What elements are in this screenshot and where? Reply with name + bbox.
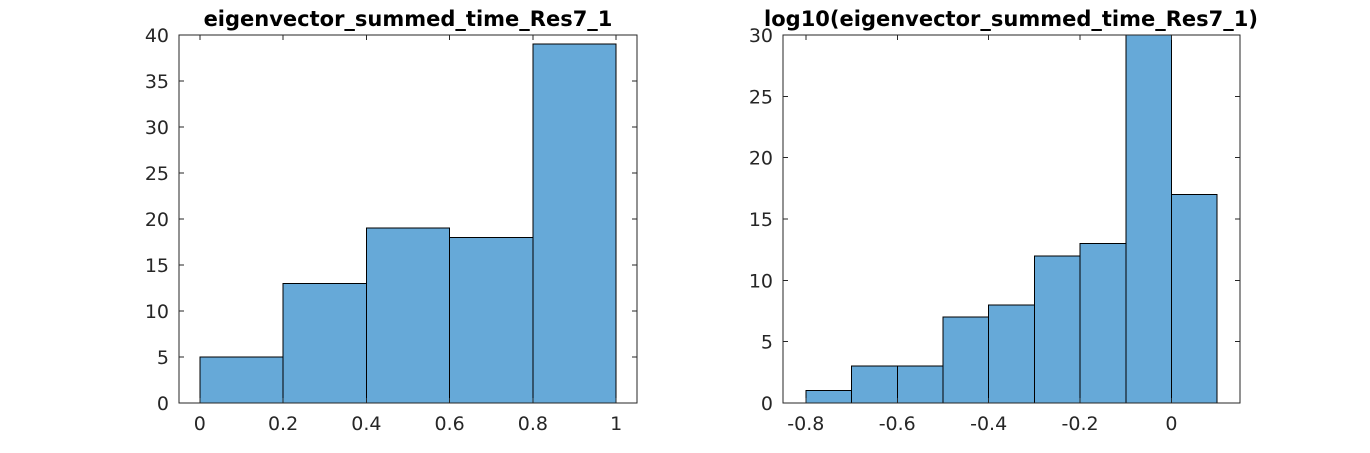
y-tick-label: 15: [749, 209, 773, 231]
histogram-bar: [532, 43, 617, 404]
histogram-bar: [365, 227, 451, 404]
y-tick-label: 20: [145, 209, 169, 231]
x-tick-label: -0.8: [787, 413, 824, 435]
y-tick-label: 40: [145, 25, 169, 47]
x-tick-label: 0: [194, 413, 206, 435]
histogram-bar: [942, 316, 990, 404]
histogram-bar: [1125, 34, 1172, 404]
chart-title: log10(eigenvector_summed_time_Res7_1): [764, 7, 1258, 31]
y-tick-label: 5: [157, 347, 169, 369]
y-tick-label: 35: [145, 71, 169, 93]
x-tick-label: 0.6: [435, 413, 465, 435]
y-tick-label: 10: [749, 270, 773, 292]
histogram-bar: [1033, 255, 1081, 404]
histogram-bar: [896, 365, 944, 404]
y-tick-label: 30: [145, 117, 169, 139]
x-tick-label: -0.4: [970, 413, 1007, 435]
x-tick-label: -0.2: [1062, 413, 1099, 435]
chart-title: eigenvector_summed_time_Res7_1: [204, 7, 613, 31]
y-tick-label: 20: [749, 148, 773, 170]
y-tick-label: 25: [145, 163, 169, 185]
bars: [199, 43, 617, 404]
histogram-bar: [1170, 193, 1218, 404]
y-tick-label: 25: [749, 86, 773, 108]
x-tick-label: 1: [610, 413, 622, 435]
x-tick-label: 0: [1165, 413, 1177, 435]
y-tick-label: 5: [761, 332, 773, 354]
y-tick-label: 0: [761, 393, 773, 415]
bars: [805, 34, 1218, 404]
y-tick-label: 30: [749, 25, 773, 47]
histogram-bar: [851, 365, 898, 404]
histogram-bar: [1079, 243, 1127, 404]
x-tick-label: 0.8: [518, 413, 548, 435]
x-tick-label: -0.6: [879, 413, 916, 435]
y-tick-label: 15: [145, 255, 169, 277]
histogram-log10: log10(eigenvector_summed_time_Res7_1) -0…: [749, 7, 1258, 435]
y-tick-label: 0: [157, 393, 169, 415]
y-tick-label: 10: [145, 301, 169, 323]
histogram-bar: [449, 236, 534, 404]
histogram-bar: [805, 390, 853, 404]
histogram-bar: [988, 304, 1035, 404]
x-tick-label: 0.2: [268, 413, 298, 435]
histogram-bar: [282, 282, 367, 404]
histogram-bar: [199, 356, 284, 404]
histogram-linear: eigenvector_summed_time_Res7_1 0 0.2 0.4 0.…: [145, 7, 638, 435]
x-tick-label: 0.4: [351, 413, 381, 435]
